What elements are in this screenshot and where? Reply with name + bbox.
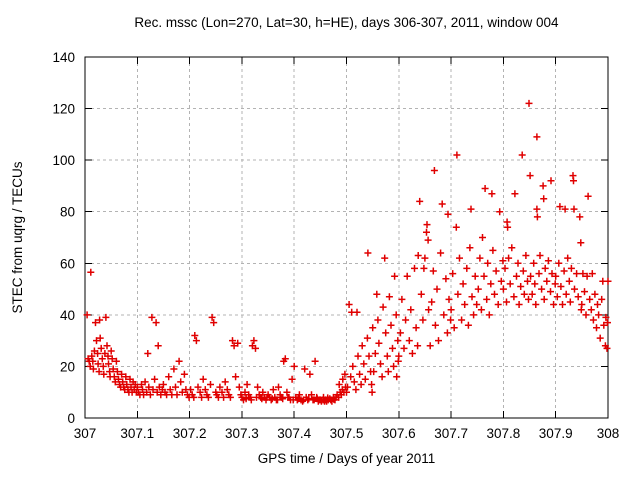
y-tick-label: 140: [52, 50, 75, 65]
x-tick-label: 307.8: [487, 426, 521, 441]
x-tick-label: 307.9: [539, 426, 573, 441]
y-tick-labels: 0 20 40 60 80 100 120 140: [52, 50, 75, 426]
scatter-points: [83, 99, 612, 405]
x-tick-label: 307: [74, 426, 97, 441]
x-tick-labels: 307 307.1 307.2 307.3 307.4 307.5 307.6 307.7 30…: [74, 426, 620, 441]
scatter-points-path: [83, 99, 612, 405]
y-axis-label: STEC from uqrg / TECUs: [10, 161, 25, 313]
chart-title: Rec. mssc (Lon=270, Lat=30, h=HE), days …: [134, 15, 559, 30]
x-tick-label: 307.6: [382, 426, 416, 441]
x-tick-label: 307.1: [120, 426, 154, 441]
y-tick-label: 20: [60, 359, 75, 374]
x-tick-label: 307.3: [225, 426, 259, 441]
x-tick-label: 307.5: [330, 426, 364, 441]
y-tick-label: 100: [52, 153, 75, 168]
y-tick-label: 0: [67, 411, 75, 426]
x-tick-label: 307.7: [434, 426, 468, 441]
x-tick-label: 307.4: [277, 426, 311, 441]
y-tick-label: 80: [60, 205, 75, 220]
y-tick-label: 120: [52, 102, 75, 117]
x-tick-label: 308: [597, 426, 620, 441]
y-tick-label: 40: [60, 308, 75, 323]
x-tick-label: 307.2: [173, 426, 207, 441]
x-axis-label: GPS time / Days of year 2011: [258, 451, 436, 466]
y-tick-label: 60: [60, 256, 75, 271]
gridlines: [84, 56, 609, 419]
